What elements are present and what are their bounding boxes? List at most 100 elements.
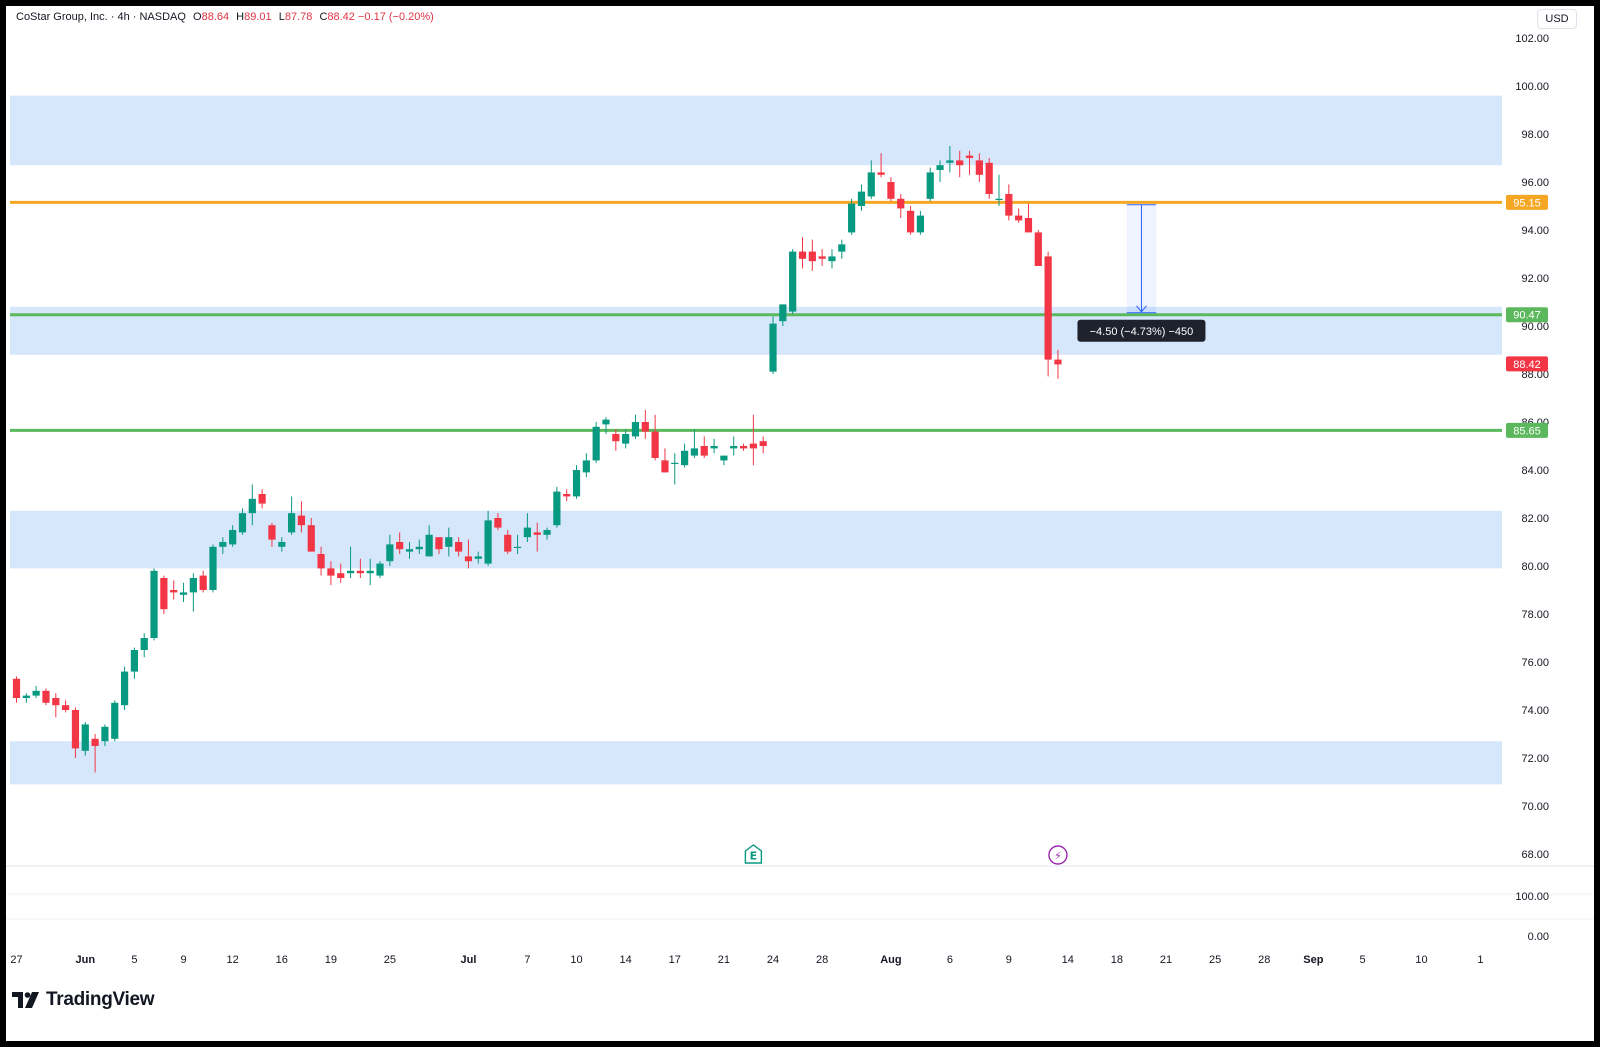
candle-body [553, 491, 561, 526]
candle-down [268, 522, 276, 547]
candle-body [936, 165, 944, 170]
candle-up [445, 527, 453, 557]
candle-up [553, 486, 561, 528]
y-tick-label: 92.00 [1521, 273, 1549, 285]
earnings-icon [744, 844, 763, 864]
candle-up [346, 546, 355, 578]
y-tick-label: 98.00 [1521, 129, 1549, 141]
currency-button[interactable]: USD [1537, 9, 1577, 29]
candle-body [582, 460, 590, 473]
candle-up [720, 455, 728, 466]
candle-body [22, 695, 30, 698]
candle-down [1054, 350, 1062, 379]
candle-down [160, 575, 168, 614]
candle-body [681, 450, 689, 466]
candle-down [749, 414, 757, 466]
candle-up [111, 700, 119, 742]
y-tick-label: 74.00 [1521, 705, 1549, 717]
candle-body [317, 554, 325, 569]
candle-body [1044, 256, 1052, 360]
candle-body [906, 210, 915, 233]
candle-body [366, 570, 374, 574]
x-tick-label: 18 [1111, 954, 1123, 966]
chart-window: −4.50 (−4.73%) −450 E ⚡ 102.00 100.00 98.00 96… [6, 6, 1594, 1041]
price-badge-box [1506, 422, 1548, 438]
candle-body [956, 160, 964, 166]
high-value: 89.01 [244, 11, 272, 23]
candle-down [337, 563, 345, 583]
close-value: 88.42 [327, 11, 355, 23]
candle-body [189, 578, 197, 593]
candle-body [386, 544, 394, 562]
price-badge: 85.65 [1506, 422, 1548, 438]
price-badge: 88.42 [1506, 356, 1548, 372]
candle-body [1054, 359, 1062, 365]
candle-body [838, 244, 846, 252]
candle-down [985, 158, 993, 199]
candle-down [170, 580, 178, 600]
candle-down [887, 177, 895, 202]
candle-body [445, 537, 453, 547]
candle-up [474, 551, 482, 564]
zone-rect [10, 95, 1502, 166]
candle-down [906, 206, 915, 235]
candle-body [690, 448, 699, 456]
candle-body [779, 304, 787, 322]
candle-body [857, 191, 866, 206]
candle-down [12, 676, 21, 703]
candle-down [759, 436, 767, 454]
candle-body [81, 724, 89, 751]
candle-down [818, 249, 826, 266]
candle-up [386, 534, 394, 566]
candle-body [356, 570, 364, 574]
x-tick-label: 6 [947, 954, 953, 966]
candle-body [494, 518, 502, 528]
candle-up [219, 537, 227, 554]
indicator-tick-label: 0.00 [1528, 931, 1549, 943]
candle-down [494, 513, 502, 530]
candle-down [897, 194, 905, 218]
price-badge-label: 95.15 [1513, 197, 1541, 209]
open-label: O [193, 11, 202, 23]
x-tick-label: 9 [180, 954, 186, 966]
tradingview-logo[interactable]: TradingView [12, 989, 155, 1011]
x-tick-label: 5 [1359, 954, 1365, 966]
x-tick-label: 25 [384, 954, 396, 966]
x-tick-label: 14 [1062, 954, 1074, 966]
candle-body [179, 592, 188, 595]
symbol-label[interactable]: CoStar Group, Inc. · 4h · NASDAQ [16, 11, 186, 23]
candle-body [229, 530, 237, 545]
candle-body [887, 182, 895, 199]
candle-up [150, 568, 158, 641]
candle-up [101, 724, 109, 746]
candle-down [1034, 230, 1042, 266]
candle-body [622, 434, 630, 444]
y-tick-label: 80.00 [1521, 561, 1549, 573]
candle-down [700, 436, 708, 458]
candle-body [749, 443, 757, 449]
candle-down [563, 489, 571, 502]
price-badge-label: 88.42 [1513, 359, 1541, 371]
candle-up [779, 304, 787, 326]
candle-up [543, 527, 551, 540]
candle-body [346, 570, 355, 574]
candle-up [229, 525, 237, 547]
candle-body [848, 203, 856, 233]
dividend-marker: ⚡ [1048, 845, 1068, 865]
candle-body [671, 462, 679, 464]
y-tick-label: 90.00 [1521, 321, 1549, 333]
candle-body [12, 678, 21, 698]
price-badge-box [1506, 194, 1548, 210]
candle-body [62, 705, 70, 710]
candle-body [278, 542, 286, 547]
candle-up [592, 422, 600, 463]
candle-body [150, 570, 158, 638]
candle-down [464, 539, 473, 569]
candle-up [671, 453, 679, 485]
candle-body [769, 323, 777, 372]
candle-up [789, 249, 797, 314]
x-tick-label: 27 [10, 954, 22, 966]
candle-down [641, 410, 649, 439]
y-tick-label: 84.00 [1521, 465, 1549, 477]
